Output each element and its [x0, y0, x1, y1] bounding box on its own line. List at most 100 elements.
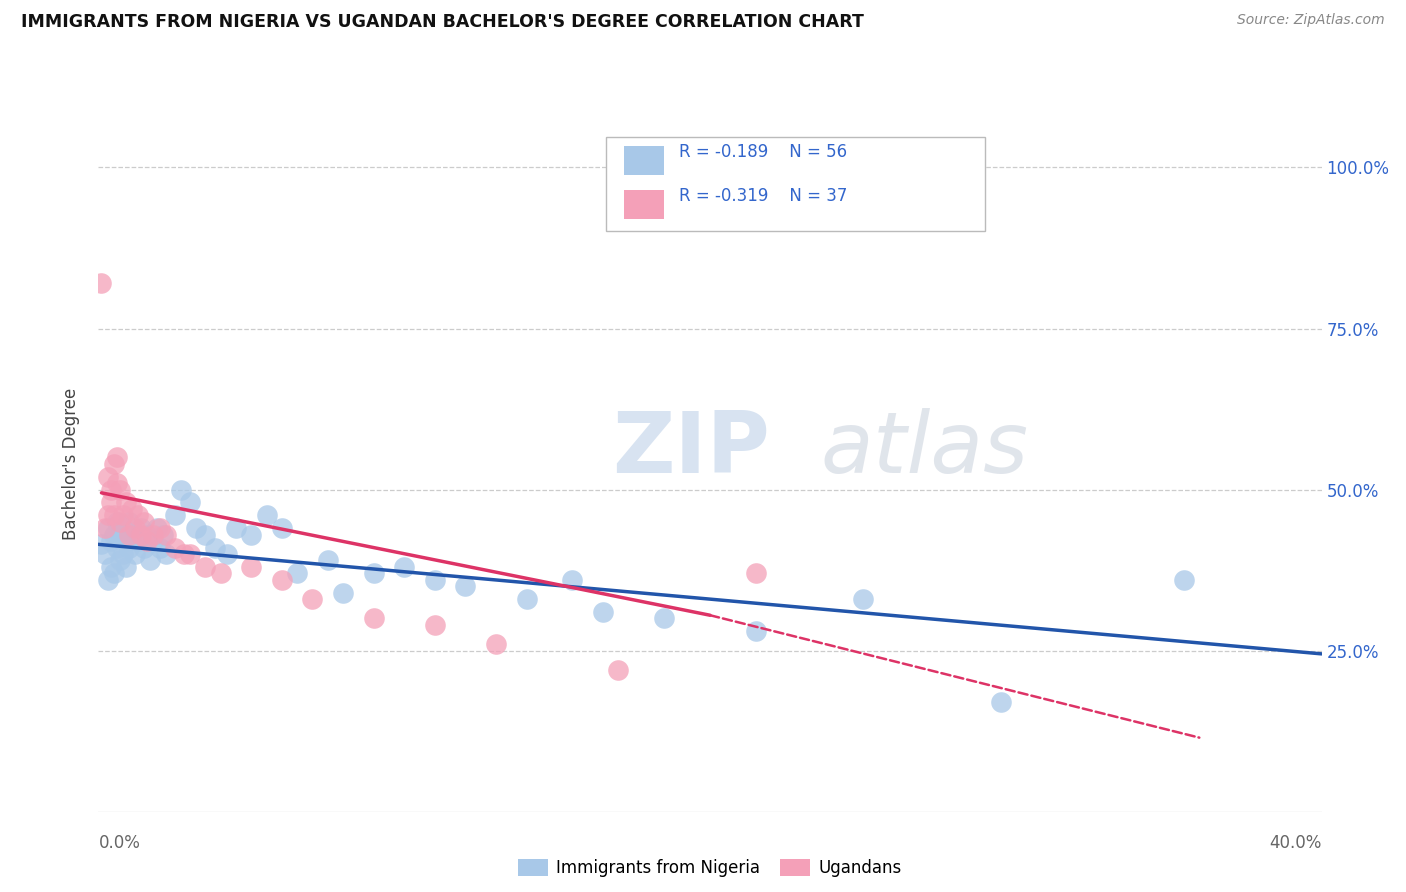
Point [745, 566, 768, 581]
Legend: Immigrants from Nigeria, Ugandans: Immigrants from Nigeria, Ugandans [512, 852, 908, 883]
Point [108, 515, 131, 529]
Point [363, 611, 385, 625]
Text: atlas: atlas [820, 409, 1028, 491]
Point [155, 547, 177, 561]
Point [97, 508, 120, 523]
Point [163, 541, 186, 555]
Text: IMMIGRANTS FROM NIGERIA VS UGANDAN BACHELOR'S DEGREE CORRELATION CHART: IMMIGRANTS FROM NIGERIA VS UGANDAN BACHE… [21, 13, 863, 31]
Point [204, 541, 226, 555]
Point [145, 521, 167, 535]
Point [90, 277, 112, 291]
Point [256, 508, 278, 523]
Point [118, 541, 141, 555]
Point [118, 527, 141, 541]
Point [118, 515, 141, 529]
Point [745, 624, 768, 639]
Point [127, 534, 149, 549]
Point [129, 527, 152, 541]
Point [270, 521, 292, 535]
Point [103, 527, 125, 541]
Point [90, 537, 112, 551]
Point [423, 573, 446, 587]
Point [121, 527, 143, 541]
Point [105, 476, 128, 491]
Point [105, 515, 128, 529]
Point [240, 560, 263, 574]
Point [332, 585, 354, 599]
Point [179, 495, 201, 509]
Point [100, 534, 122, 549]
Point [93, 547, 115, 561]
Point [1173, 573, 1195, 587]
Point [225, 521, 247, 535]
Point [105, 450, 128, 465]
Point [149, 541, 172, 555]
Point [111, 508, 134, 523]
Point [124, 521, 146, 535]
Point [179, 547, 201, 561]
Point [607, 663, 630, 677]
Point [97, 469, 120, 483]
Point [592, 605, 614, 619]
Point [124, 547, 146, 561]
Text: R = -0.189    N = 56: R = -0.189 N = 56 [679, 143, 848, 161]
Point [127, 508, 149, 523]
Point [170, 483, 193, 497]
Point [194, 527, 217, 541]
Point [163, 508, 186, 523]
Point [103, 508, 125, 523]
Point [103, 457, 125, 471]
Point [134, 541, 156, 555]
Point [93, 521, 115, 535]
Point [316, 553, 339, 567]
Point [97, 573, 120, 587]
Point [152, 527, 174, 541]
Point [240, 527, 263, 541]
Point [423, 618, 446, 632]
Text: 40.0%: 40.0% [1270, 834, 1322, 852]
Point [139, 553, 162, 567]
Point [149, 521, 172, 535]
Point [108, 527, 131, 541]
Point [134, 515, 156, 529]
Point [363, 566, 385, 581]
Point [129, 521, 152, 535]
FancyBboxPatch shape [624, 190, 664, 219]
Point [301, 592, 323, 607]
Point [990, 695, 1012, 709]
Point [108, 553, 131, 567]
Point [115, 495, 138, 509]
Text: 0.0%: 0.0% [98, 834, 141, 852]
Point [392, 560, 416, 574]
Point [186, 521, 208, 535]
Point [194, 560, 217, 574]
Point [97, 521, 120, 535]
Text: R = -0.319    N = 37: R = -0.319 N = 37 [679, 187, 848, 205]
Point [115, 534, 138, 549]
Point [115, 560, 138, 574]
Y-axis label: Bachelor's Degree: Bachelor's Degree [62, 388, 80, 540]
Point [111, 547, 134, 561]
Point [209, 566, 232, 581]
Point [111, 521, 134, 535]
FancyBboxPatch shape [606, 136, 986, 231]
Point [173, 547, 195, 561]
Point [142, 534, 165, 549]
Point [100, 560, 122, 574]
Point [103, 566, 125, 581]
Text: Source: ZipAtlas.com: Source: ZipAtlas.com [1237, 13, 1385, 28]
Point [155, 527, 177, 541]
Point [105, 541, 128, 555]
Point [485, 637, 508, 651]
Point [108, 483, 131, 497]
Text: ZIP: ZIP [612, 409, 770, 491]
Point [136, 534, 159, 549]
Point [270, 573, 292, 587]
Point [100, 495, 122, 509]
Point [100, 483, 122, 497]
Point [852, 592, 875, 607]
Point [136, 527, 159, 541]
Point [142, 527, 165, 541]
Point [652, 611, 675, 625]
Point [215, 547, 238, 561]
